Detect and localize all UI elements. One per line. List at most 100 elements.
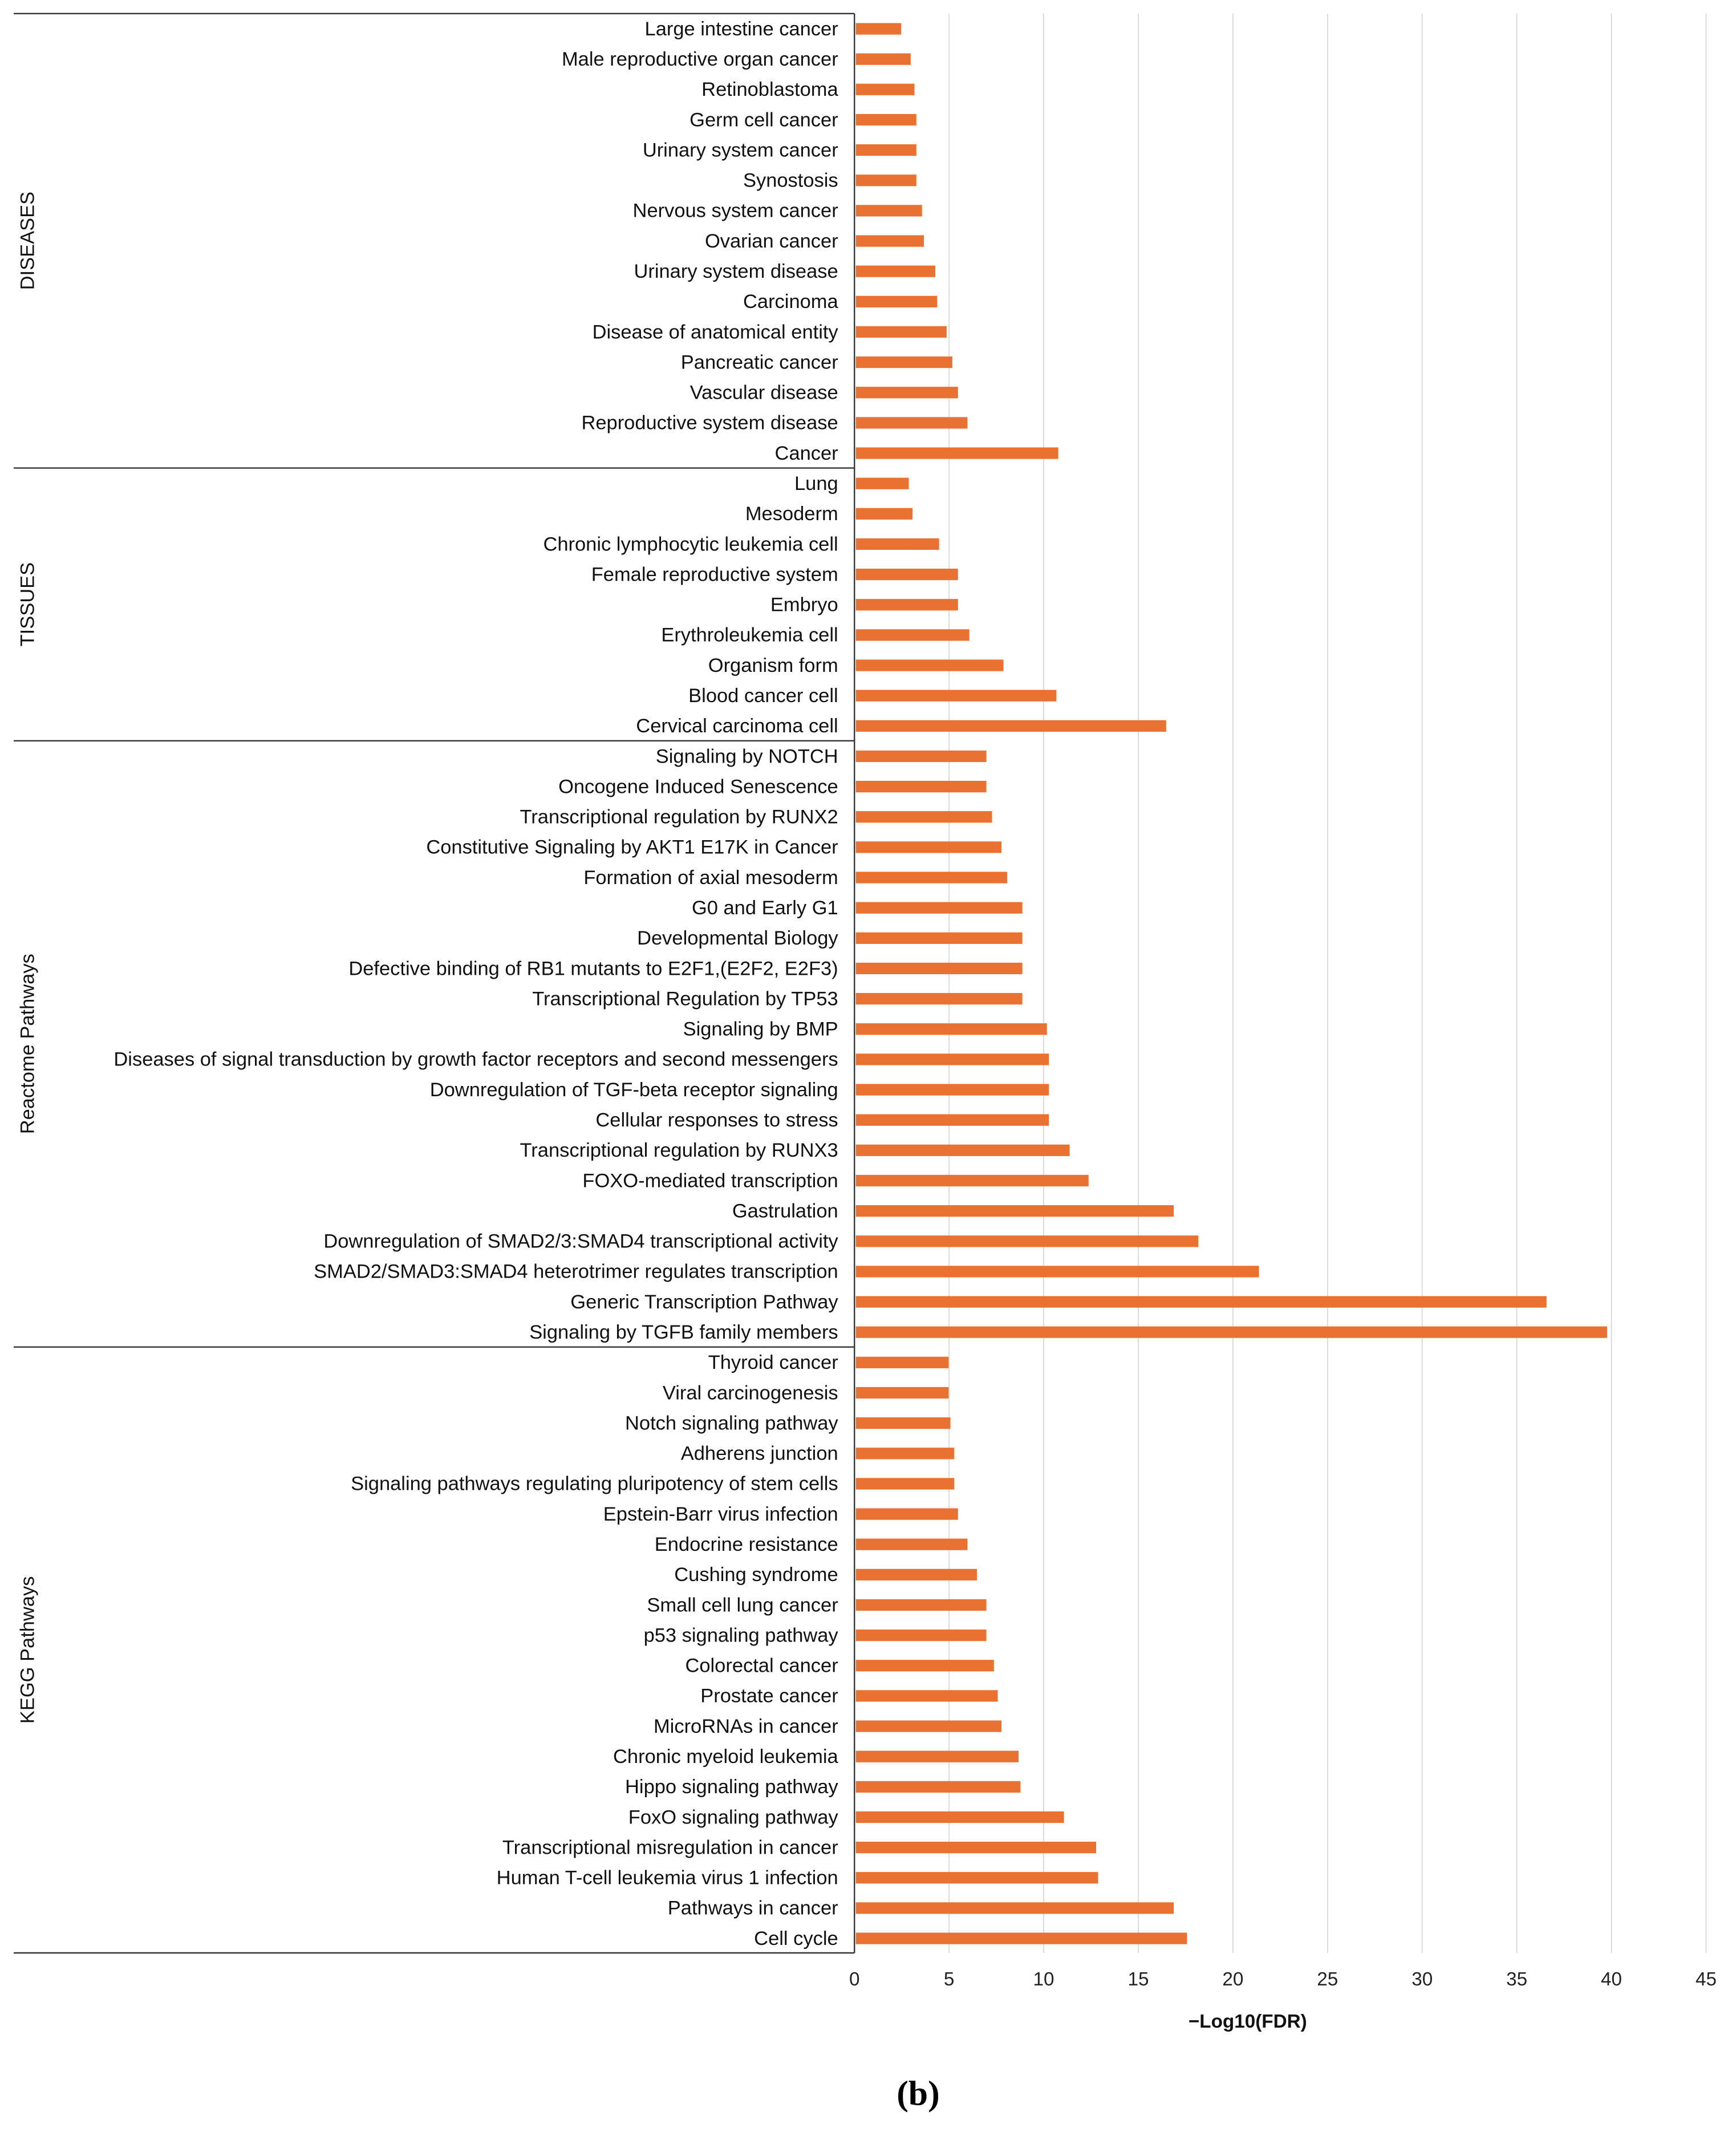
category-label: Carcinoma	[743, 291, 838, 313]
bar	[855, 83, 915, 95]
category-label: Small cell lung cancer	[647, 1594, 838, 1616]
group-label: Reactome Pathways	[17, 954, 39, 1134]
category-label: Gastrulation	[732, 1200, 838, 1222]
bar	[855, 1205, 1174, 1217]
category-label: Reproductive system disease	[581, 412, 838, 434]
bar	[855, 1266, 1259, 1278]
bar	[855, 1023, 1047, 1035]
group-frame	[14, 13, 855, 1954]
category-label: Viral carcinogenesis	[663, 1382, 838, 1404]
x-axis-title: −Log10(FDR)	[1189, 2011, 1307, 2032]
category-label: Generic Transcription Pathway	[570, 1291, 838, 1313]
category-label: Formation of axial mesoderm	[583, 867, 838, 889]
x-tick-label: 20	[1222, 1969, 1243, 1990]
category-label: Nervous system cancer	[633, 200, 838, 222]
bar	[855, 1781, 1021, 1793]
category-label: Diseases of signal transduction by growt…	[113, 1049, 838, 1071]
category-label: Adherens junction	[681, 1443, 838, 1465]
bar	[855, 538, 939, 550]
category-label: p53 signaling pathway	[644, 1624, 839, 1646]
bar	[855, 993, 1023, 1005]
category-label: Blood cancer cell	[688, 685, 838, 707]
bar	[855, 235, 924, 247]
category-label: Cancer	[775, 443, 838, 464]
bar	[855, 1235, 1199, 1247]
bar	[855, 1750, 1019, 1762]
x-tick-label: 0	[849, 1969, 860, 1990]
category-label: Chronic myeloid leukemia	[613, 1746, 838, 1768]
bar	[855, 1508, 958, 1520]
category-label: G0 and Early G1	[692, 897, 838, 919]
bar	[855, 1660, 994, 1672]
bar	[855, 659, 1004, 671]
category-label: Colorectal cancer	[685, 1655, 838, 1677]
bar	[855, 569, 958, 581]
category-label: SMAD2/SMAD3:SMAD4 heterotrimer regulates…	[314, 1261, 838, 1283]
category-label: Notch signaling pathway	[625, 1412, 838, 1434]
category-label: Prostate cancer	[700, 1685, 838, 1707]
category-label: FOXO-mediated transcription	[582, 1170, 838, 1191]
x-tick-label: 15	[1127, 1969, 1149, 1990]
category-label: Human T-cell leukemia virus 1 infection	[497, 1867, 838, 1889]
category-label: Pancreatic cancer	[681, 351, 838, 373]
category-label: Lung	[794, 473, 838, 495]
x-tick-label: 35	[1506, 1969, 1527, 1990]
bar	[855, 750, 987, 763]
bar	[855, 1326, 1607, 1338]
bar	[855, 690, 1057, 702]
category-label: Signaling by BMP	[683, 1019, 838, 1040]
category-label: Synostosis	[743, 170, 838, 192]
bar	[855, 265, 935, 277]
bar	[855, 932, 1023, 944]
category-label: Cervical carcinoma cell	[636, 715, 838, 737]
bar	[855, 1448, 955, 1460]
category-label: Female reproductive system	[591, 564, 838, 585]
bar	[855, 1174, 1089, 1187]
category-label: Erythroleukemia cell	[661, 625, 838, 646]
x-tick-label: 25	[1317, 1969, 1338, 1990]
bar	[855, 1478, 955, 1490]
bar	[855, 1720, 1002, 1732]
bar	[855, 1084, 1049, 1096]
bar	[855, 629, 970, 641]
bar	[855, 205, 922, 217]
category-label: FoxO signaling pathway	[628, 1806, 839, 1828]
bar	[855, 902, 1023, 914]
x-tick-label: 45	[1696, 1969, 1717, 1990]
x-tick-labels: 0 5 10 15 20 25 30 35 40 45	[849, 1969, 1717, 1990]
gridlines	[948, 13, 1707, 1953]
x-tick-label: 30	[1411, 1969, 1433, 1990]
bar	[855, 811, 992, 823]
category-label: Downregulation of TGF-beta receptor sign…	[430, 1079, 838, 1101]
bar	[855, 962, 1023, 975]
bar	[855, 387, 958, 399]
category-label: Large intestine cancer	[645, 18, 838, 40]
bar	[855, 1842, 1097, 1854]
group-label: TISSUES	[17, 562, 39, 647]
category-label: Urinary system cancer	[643, 139, 838, 161]
bar	[855, 1387, 949, 1399]
category-label: Signaling by TGFB family members	[529, 1322, 838, 1343]
category-label: Transcriptional regulation by RUNX2	[520, 806, 838, 828]
category-label: Vascular disease	[690, 382, 838, 404]
category-label: Downregulation of SMAD2/3:SMAD4 transcri…	[323, 1231, 838, 1253]
category-label: Transcriptional misregulation in cancer	[502, 1837, 838, 1858]
figure-caption: (b)	[897, 2074, 940, 2113]
category-label: Hippo signaling pathway	[625, 1776, 838, 1798]
category-label: Signaling by NOTCH	[656, 745, 838, 767]
bar	[855, 1053, 1049, 1065]
category-label: Chronic lymphocytic leukemia cell	[543, 533, 838, 555]
bar	[855, 781, 987, 793]
category-label: Cushing syndrome	[674, 1564, 838, 1586]
category-labels: Large intestine cancer Male reproductive …	[113, 18, 838, 1949]
category-label: Cellular responses to stress	[595, 1109, 838, 1131]
bar	[855, 53, 911, 65]
category-label: Thyroid cancer	[708, 1352, 838, 1373]
category-label: Constitutive Signaling by AKT1 E17K in C…	[426, 837, 838, 858]
bar	[855, 1568, 977, 1580]
bar	[855, 1417, 951, 1429]
category-label: Pathways in cancer	[668, 1898, 838, 1919]
category-label: Germ cell cancer	[689, 109, 838, 131]
category-label: Mesoderm	[745, 503, 838, 525]
